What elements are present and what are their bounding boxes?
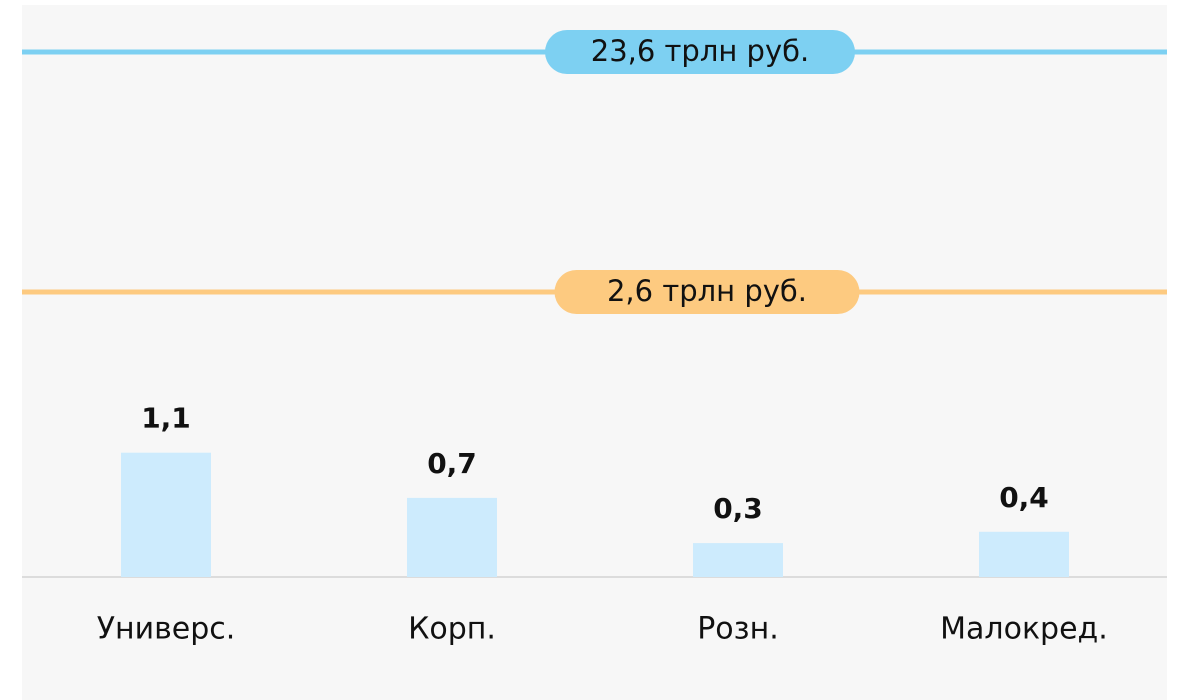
bar bbox=[121, 452, 211, 577]
plot-background bbox=[22, 5, 1167, 700]
reference-pill bbox=[545, 30, 855, 74]
bar bbox=[979, 531, 1069, 577]
reference-label: 23,6 трлн руб. bbox=[591, 34, 809, 68]
value-label: 1,1 bbox=[141, 402, 191, 435]
x-tick-label: Корп. bbox=[408, 612, 496, 647]
x-tick-label: Универс. bbox=[97, 612, 236, 647]
x-tick-label: Малокред. bbox=[940, 612, 1108, 647]
bar bbox=[407, 497, 497, 577]
reference-label: 2,6 трлн руб. bbox=[607, 274, 807, 308]
bar bbox=[693, 543, 783, 577]
value-label: 0,7 bbox=[427, 447, 477, 480]
reference-pill bbox=[554, 270, 860, 314]
value-label: 0,3 bbox=[713, 492, 763, 525]
value-label: 0,4 bbox=[999, 481, 1049, 514]
x-tick-label: Розн. bbox=[697, 612, 779, 647]
